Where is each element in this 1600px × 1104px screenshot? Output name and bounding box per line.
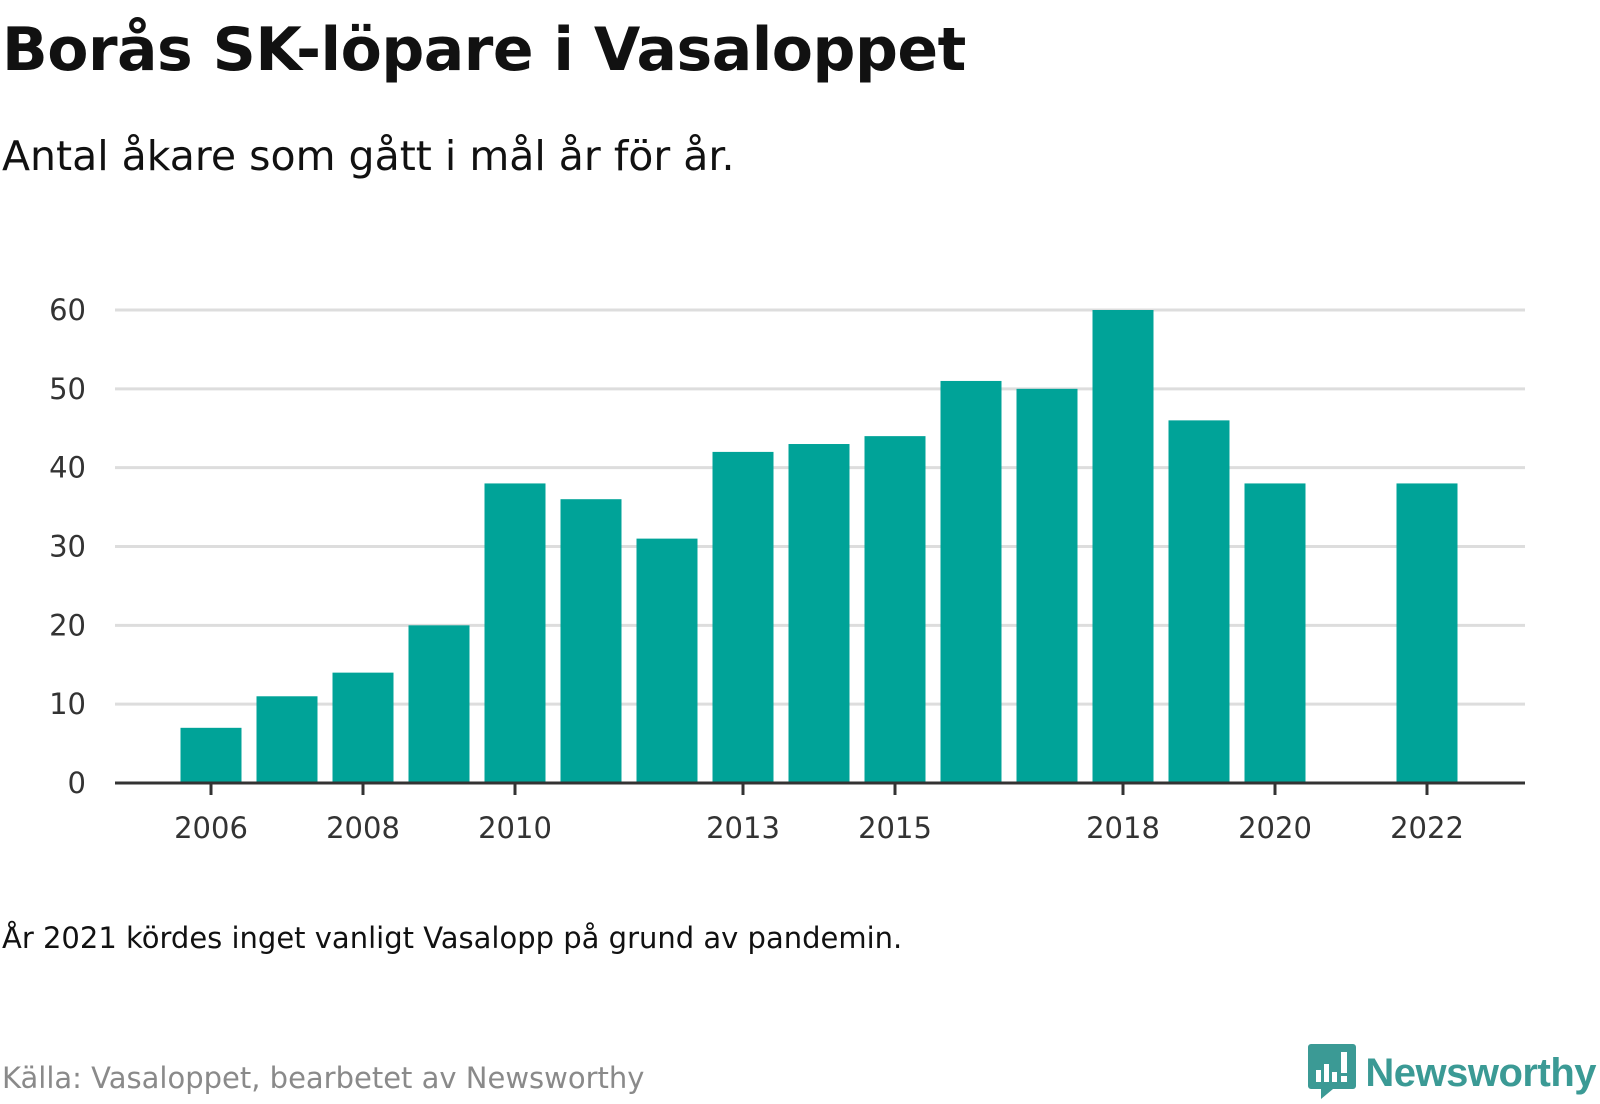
y-tick-label-50: 50 (49, 372, 86, 406)
y-axis-tick-labels: 0 10 20 30 40 50 60 (49, 293, 86, 800)
bar-2011 (560, 499, 622, 783)
bar-2016 (940, 380, 1002, 783)
bar-2013 (712, 451, 774, 783)
bar-2019 (1168, 420, 1230, 783)
x-tick-label-2022: 2022 (1390, 811, 1464, 845)
x-tick-label-2008: 2008 (326, 811, 400, 845)
source-credit: Källa: Vasaloppet, bearbetet av Newswort… (2, 1061, 645, 1095)
chart-title: Borås SK-löpare i Vasaloppet (2, 15, 966, 85)
x-tick-label-2013: 2013 (706, 811, 780, 845)
bar-2007 (256, 696, 318, 783)
y-tick-label-30: 30 (49, 530, 86, 564)
y-tick-label-40: 40 (49, 451, 86, 485)
bar-2020 (1244, 483, 1306, 783)
bar-2009 (408, 625, 470, 783)
bar-2012 (636, 538, 698, 783)
y-tick-label-0: 0 (68, 766, 86, 800)
y-tick-label-20: 20 (49, 608, 86, 642)
newsworthy-brand-name: Newsworthy (1365, 1050, 1596, 1095)
bar-2010 (484, 483, 546, 783)
x-tick-label-2010: 2010 (478, 811, 552, 845)
x-tick-label-2020: 2020 (1238, 811, 1312, 845)
bar-2022 (1396, 483, 1458, 783)
bar-2006 (180, 727, 242, 783)
bar-2014 (788, 444, 850, 783)
y-tick-label-60: 60 (49, 293, 86, 327)
x-tick-label-2006: 2006 (174, 811, 248, 845)
bar-2018 (1092, 310, 1154, 783)
x-axis (115, 781, 1525, 795)
newsworthy-chart-bubble-icon (1307, 1042, 1357, 1104)
x-tick-label-2015: 2015 (858, 811, 932, 845)
chart-subtitle: Antal åkare som gått i mål år för år. (2, 132, 735, 180)
bars (180, 310, 1458, 783)
y-tick-label-10: 10 (49, 687, 86, 721)
bar-2015 (864, 436, 926, 783)
bar-2017 (1016, 388, 1078, 783)
footnote: År 2021 kördes inget vanligt Vasalopp på… (2, 921, 903, 955)
newsworthy-logo: Newsworthy (1307, 1042, 1596, 1104)
bar-2008 (332, 672, 394, 783)
x-tick-label-2018: 2018 (1086, 811, 1160, 845)
x-axis-tick-labels: 2006 2008 2010 2013 2015 2018 2020 2022 (174, 811, 1464, 845)
